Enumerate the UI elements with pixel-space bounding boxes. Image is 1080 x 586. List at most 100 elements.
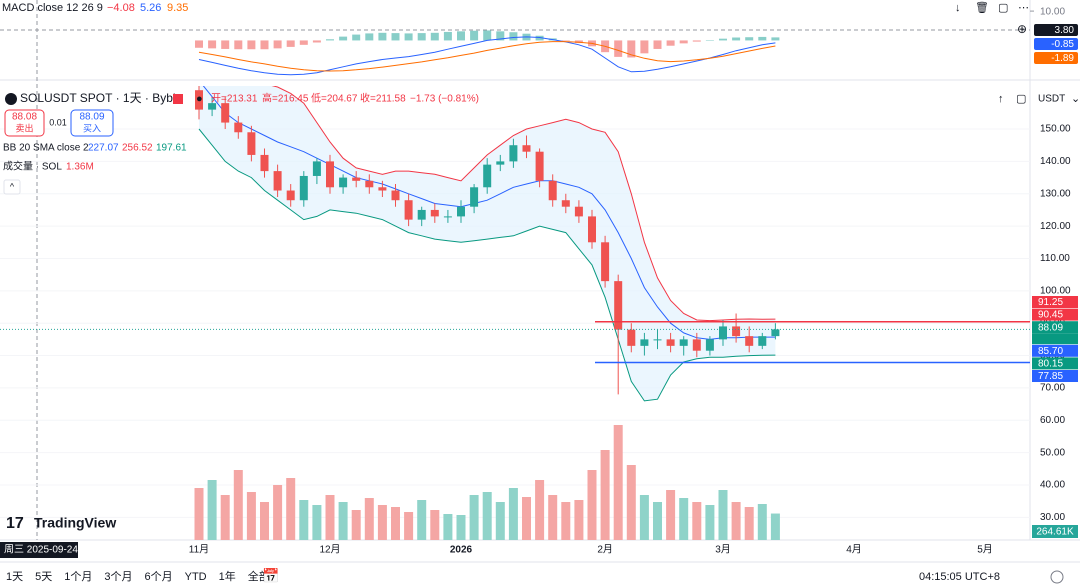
range-button[interactable]: 5天 bbox=[35, 571, 52, 583]
macd-hist bbox=[260, 40, 269, 50]
fullscreen-icon[interactable]: ▢ bbox=[1016, 93, 1026, 105]
range-button[interactable]: 3个月 bbox=[104, 570, 132, 583]
volume-bar bbox=[679, 498, 689, 540]
macd-hist bbox=[535, 35, 544, 41]
buy-button[interactable] bbox=[70, 109, 114, 137]
collapse-button[interactable] bbox=[3, 179, 21, 195]
range-button[interactable]: 全部 bbox=[248, 569, 270, 583]
volume-bar bbox=[718, 490, 728, 540]
price-tag bbox=[1032, 357, 1078, 370]
candle-body bbox=[627, 329, 636, 346]
price-tag bbox=[1032, 308, 1078, 321]
collapse-icon[interactable]: ^ bbox=[10, 181, 15, 191]
macd-hist bbox=[561, 40, 570, 41]
macd-value: −4.08 bbox=[107, 2, 135, 14]
plot-layer: 150.00140.00130.00120.00110.00100.0090.0… bbox=[0, 10, 1078, 583]
macd-hist bbox=[273, 40, 282, 49]
more-icon[interactable]: ⋯ bbox=[1018, 2, 1029, 14]
macd-hist bbox=[234, 40, 243, 50]
currency-menu[interactable]: ⌄ bbox=[1071, 93, 1080, 105]
candle-body bbox=[574, 206, 583, 217]
volume-bar bbox=[705, 505, 715, 540]
y-tick-label: 150.00 bbox=[1040, 124, 1071, 135]
candle-body bbox=[692, 339, 701, 351]
plus-icon: ⊕ bbox=[1017, 22, 1027, 36]
crosshair-date: 周三 2025-09-24 bbox=[4, 544, 78, 556]
macd-hist bbox=[221, 40, 230, 49]
volume-bar bbox=[417, 500, 427, 540]
volume-tag bbox=[1032, 525, 1078, 538]
macd-tag-label: 3.80 bbox=[1055, 25, 1075, 36]
price-tag-label: 77.85 bbox=[1038, 371, 1063, 382]
macd-hist bbox=[745, 37, 754, 41]
candle-body bbox=[653, 339, 662, 341]
settings-icon[interactable] bbox=[1050, 570, 1064, 584]
buy-price[interactable]: 88.09 bbox=[79, 112, 104, 123]
dot-icon: ● bbox=[196, 93, 203, 105]
volume-bar bbox=[351, 510, 361, 540]
y-tick-label: 60.00 bbox=[1040, 415, 1065, 426]
macd-hist bbox=[208, 40, 217, 49]
macd-hist bbox=[640, 40, 649, 54]
volume-bar bbox=[613, 425, 623, 540]
candle-body bbox=[430, 209, 439, 217]
macd-pane bbox=[195, 30, 780, 76]
volume-bar bbox=[495, 502, 505, 540]
volume-bar bbox=[312, 505, 322, 540]
sell-button[interactable] bbox=[4, 109, 45, 137]
range-button[interactable]: 6个月 bbox=[145, 570, 173, 583]
price-tag-label: 91.25 bbox=[1038, 297, 1063, 308]
x-tick-label: 11月 bbox=[189, 544, 209, 556]
volume-bar bbox=[653, 502, 662, 540]
sell-label[interactable]: 卖出 bbox=[15, 122, 33, 133]
range-button[interactable]: 1个月 bbox=[64, 570, 92, 583]
y-tick-label: 70.00 bbox=[1040, 383, 1065, 394]
macd-hist bbox=[443, 31, 452, 41]
macd-tag-label: -1.89 bbox=[1051, 53, 1074, 64]
volume-bar bbox=[443, 514, 453, 540]
candle-body bbox=[417, 209, 426, 220]
up-icon[interactable]: ↑ bbox=[998, 93, 1004, 105]
symbol-logo bbox=[5, 93, 17, 105]
volume-bar bbox=[469, 495, 479, 540]
candle-body bbox=[273, 171, 282, 191]
delete-icon[interactable]: 🗑 bbox=[975, 1, 989, 14]
candle-body bbox=[404, 200, 413, 220]
macd-hist bbox=[679, 40, 688, 44]
macd-hist bbox=[326, 39, 334, 41]
sell-price[interactable]: 88.08 bbox=[12, 112, 37, 123]
flag-icon[interactable] bbox=[173, 94, 183, 104]
currency[interactable]: USDT bbox=[1038, 94, 1065, 105]
bb-middle bbox=[202, 86, 776, 340]
volume-bar bbox=[600, 450, 610, 540]
candle-body bbox=[221, 103, 230, 123]
volume-bar bbox=[692, 502, 702, 540]
volume-bar bbox=[548, 495, 558, 540]
ohlc-high: 高=216.45 bbox=[262, 92, 309, 105]
calendar-icon[interactable]: 📅 bbox=[262, 568, 279, 584]
range-button[interactable]: 1天 bbox=[6, 571, 23, 583]
volume-bar bbox=[233, 470, 243, 540]
macd-hist bbox=[417, 33, 426, 41]
range-button[interactable]: YTD bbox=[185, 571, 207, 583]
macd-title: MACD close 12 26 9 bbox=[2, 2, 103, 14]
candle-body bbox=[522, 145, 531, 152]
volume-bar bbox=[299, 500, 309, 540]
y-tick-label: 100.00 bbox=[1040, 285, 1071, 296]
macd-hist bbox=[692, 40, 701, 42]
range-button[interactable]: 1年 bbox=[219, 569, 236, 583]
volume-bar bbox=[535, 480, 545, 540]
buy-label[interactable]: 买入 bbox=[83, 123, 101, 133]
symbol-title[interactable]: SOLUSDT SPOT · 1天 · Bybit bbox=[20, 91, 180, 105]
brand-name[interactable]: TradingView bbox=[34, 515, 116, 531]
y-tick-label: 50.00 bbox=[1040, 447, 1065, 458]
volume-bar bbox=[626, 465, 636, 540]
candle-body bbox=[352, 177, 361, 181]
price-tag-label: 90.45 bbox=[1038, 310, 1063, 321]
macd-hist bbox=[378, 32, 387, 41]
x-tick-label: 2026 bbox=[450, 545, 473, 556]
maximize-icon[interactable]: ▢ bbox=[998, 2, 1008, 14]
volume-bar bbox=[574, 500, 584, 540]
move-down-icon[interactable]: ↓ bbox=[955, 2, 961, 14]
macd-tag bbox=[1034, 52, 1078, 64]
